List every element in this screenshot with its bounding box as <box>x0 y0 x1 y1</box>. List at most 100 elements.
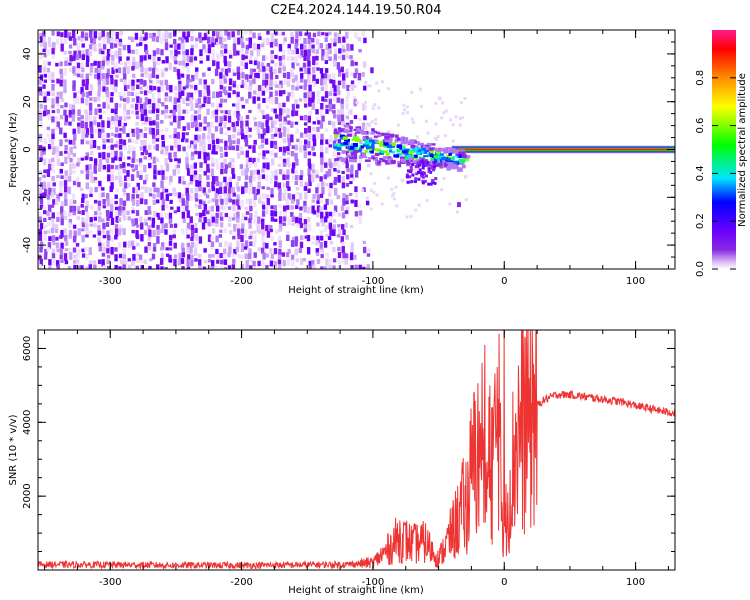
spectrogram-cell <box>223 176 227 183</box>
spectrogram-cell <box>203 260 207 264</box>
spectrogram-cell <box>303 114 308 121</box>
spectrogram-cell <box>155 114 160 121</box>
spectrogram-cell <box>48 138 52 144</box>
spectrogram-cell <box>56 31 61 37</box>
spectrogram-cell <box>281 61 286 69</box>
spectrogram-cell <box>109 97 114 103</box>
spectrogram-cell <box>143 102 147 111</box>
spectrogram-cell <box>327 139 332 143</box>
spectrogram-cell <box>131 85 135 91</box>
spectrogram-cell <box>138 97 143 104</box>
spectrogram-cell <box>282 158 287 166</box>
spectrogram-cell <box>80 157 85 161</box>
spectrogram-cell <box>123 61 128 70</box>
spectrogram-cell <box>160 229 164 234</box>
spectrogram-cell <box>303 228 307 233</box>
spectrogram-cell <box>118 266 122 269</box>
spectrogram-cell <box>174 164 178 170</box>
spectrogram-cell <box>143 37 147 41</box>
spectrogram-cell <box>177 158 181 164</box>
spectrogram-cell <box>160 164 164 171</box>
spectrogram-cell <box>118 42 123 47</box>
spectrogram-cell <box>324 91 329 98</box>
spectrogram-cell <box>227 109 232 115</box>
spectrogram-cell <box>316 98 321 104</box>
spectrogram-cell <box>353 96 357 100</box>
spectrogram-cell <box>294 98 298 105</box>
spectrogram-cell <box>206 55 210 61</box>
spectrogram-cell <box>135 48 139 56</box>
spectrogram-cell <box>164 188 169 193</box>
spectrogram-cell <box>262 162 266 169</box>
spectrogram-cell <box>151 217 156 225</box>
spectrogram-cell <box>93 96 97 103</box>
spectrogram-cell <box>354 136 359 139</box>
spectrogram-cell <box>248 187 252 195</box>
spectrogram-cell <box>39 138 43 143</box>
spectrogram-cell <box>342 36 346 43</box>
spectrogram-cell <box>105 91 110 100</box>
spectrogram-cell <box>198 146 203 155</box>
spectrogram-cell <box>85 84 89 91</box>
spectrogram-cell <box>366 264 371 269</box>
spectrogram-cell <box>148 73 152 82</box>
spectrogram-cell <box>85 140 89 145</box>
spectrogram-cell <box>353 128 359 132</box>
spectrogram-xtick-label: 0 <box>501 276 507 287</box>
spectrogram-cell <box>269 248 273 254</box>
spectrogram-cell <box>117 241 122 248</box>
snr-xtick-label: 0 <box>501 577 507 588</box>
spectrogram-cell <box>218 91 223 98</box>
spectrogram-cell <box>231 122 235 128</box>
spectrogram-cell <box>244 216 248 221</box>
spectrogram-cell <box>434 177 438 181</box>
spectrogram-cell <box>287 163 291 168</box>
spectrogram-cell <box>353 133 357 139</box>
spectrogram-cell <box>449 160 454 163</box>
spectrogram-cell <box>391 150 395 154</box>
spectrogram-cell <box>211 110 216 116</box>
colorbar-tick-label: 0.2 <box>695 213 706 229</box>
spectrogram-cell <box>304 139 308 145</box>
spectrogram-cell <box>244 134 248 142</box>
spectrogram-cell <box>420 159 424 163</box>
spectrogram-cell <box>410 90 414 94</box>
spectrogram-cell <box>239 164 244 169</box>
spectrogram-cell <box>156 48 160 55</box>
spectrogram-cell <box>287 186 291 191</box>
spectrogram-cell <box>110 132 115 137</box>
spectrogram-cell <box>160 192 164 201</box>
spectrogram-cell <box>156 187 160 193</box>
spectrogram-cell <box>219 72 223 79</box>
spectrogram-cell <box>180 175 185 184</box>
spectrogram-cell <box>160 128 164 133</box>
spectrogram-cell <box>415 172 419 176</box>
spectrogram-cell <box>347 111 351 115</box>
spectrogram-cell <box>164 266 168 269</box>
spectrogram-cell <box>278 146 283 152</box>
spectrogram-cell <box>56 264 60 269</box>
spectrogram-cell <box>399 156 405 160</box>
spectrogram-cell <box>291 236 296 242</box>
spectrogram-cell <box>232 204 236 212</box>
spectrogram-cell <box>262 156 266 160</box>
spectrogram-cell <box>290 36 294 44</box>
spectrogram-cell <box>189 79 193 83</box>
spectrogram-cell <box>181 211 186 219</box>
spectrogram-cell <box>303 103 308 108</box>
spectrogram-cell <box>39 150 44 157</box>
spectrogram-cell <box>132 73 136 79</box>
spectrogram-cell <box>81 50 85 58</box>
spectrogram-cell <box>328 222 333 230</box>
spectrogram-cell <box>114 206 119 213</box>
spectrogram-cell <box>131 98 135 103</box>
spectrogram-cell <box>51 30 55 36</box>
spectrogram-cell <box>131 133 136 138</box>
spectrogram-cell <box>415 135 419 139</box>
spectrogram-cell <box>224 43 228 48</box>
spectrogram-cell <box>159 37 164 44</box>
spectrogram-cell <box>306 247 311 255</box>
spectrogram-cell <box>131 218 135 224</box>
spectrogram-cell <box>80 204 84 208</box>
spectrogram-cell <box>148 32 153 39</box>
